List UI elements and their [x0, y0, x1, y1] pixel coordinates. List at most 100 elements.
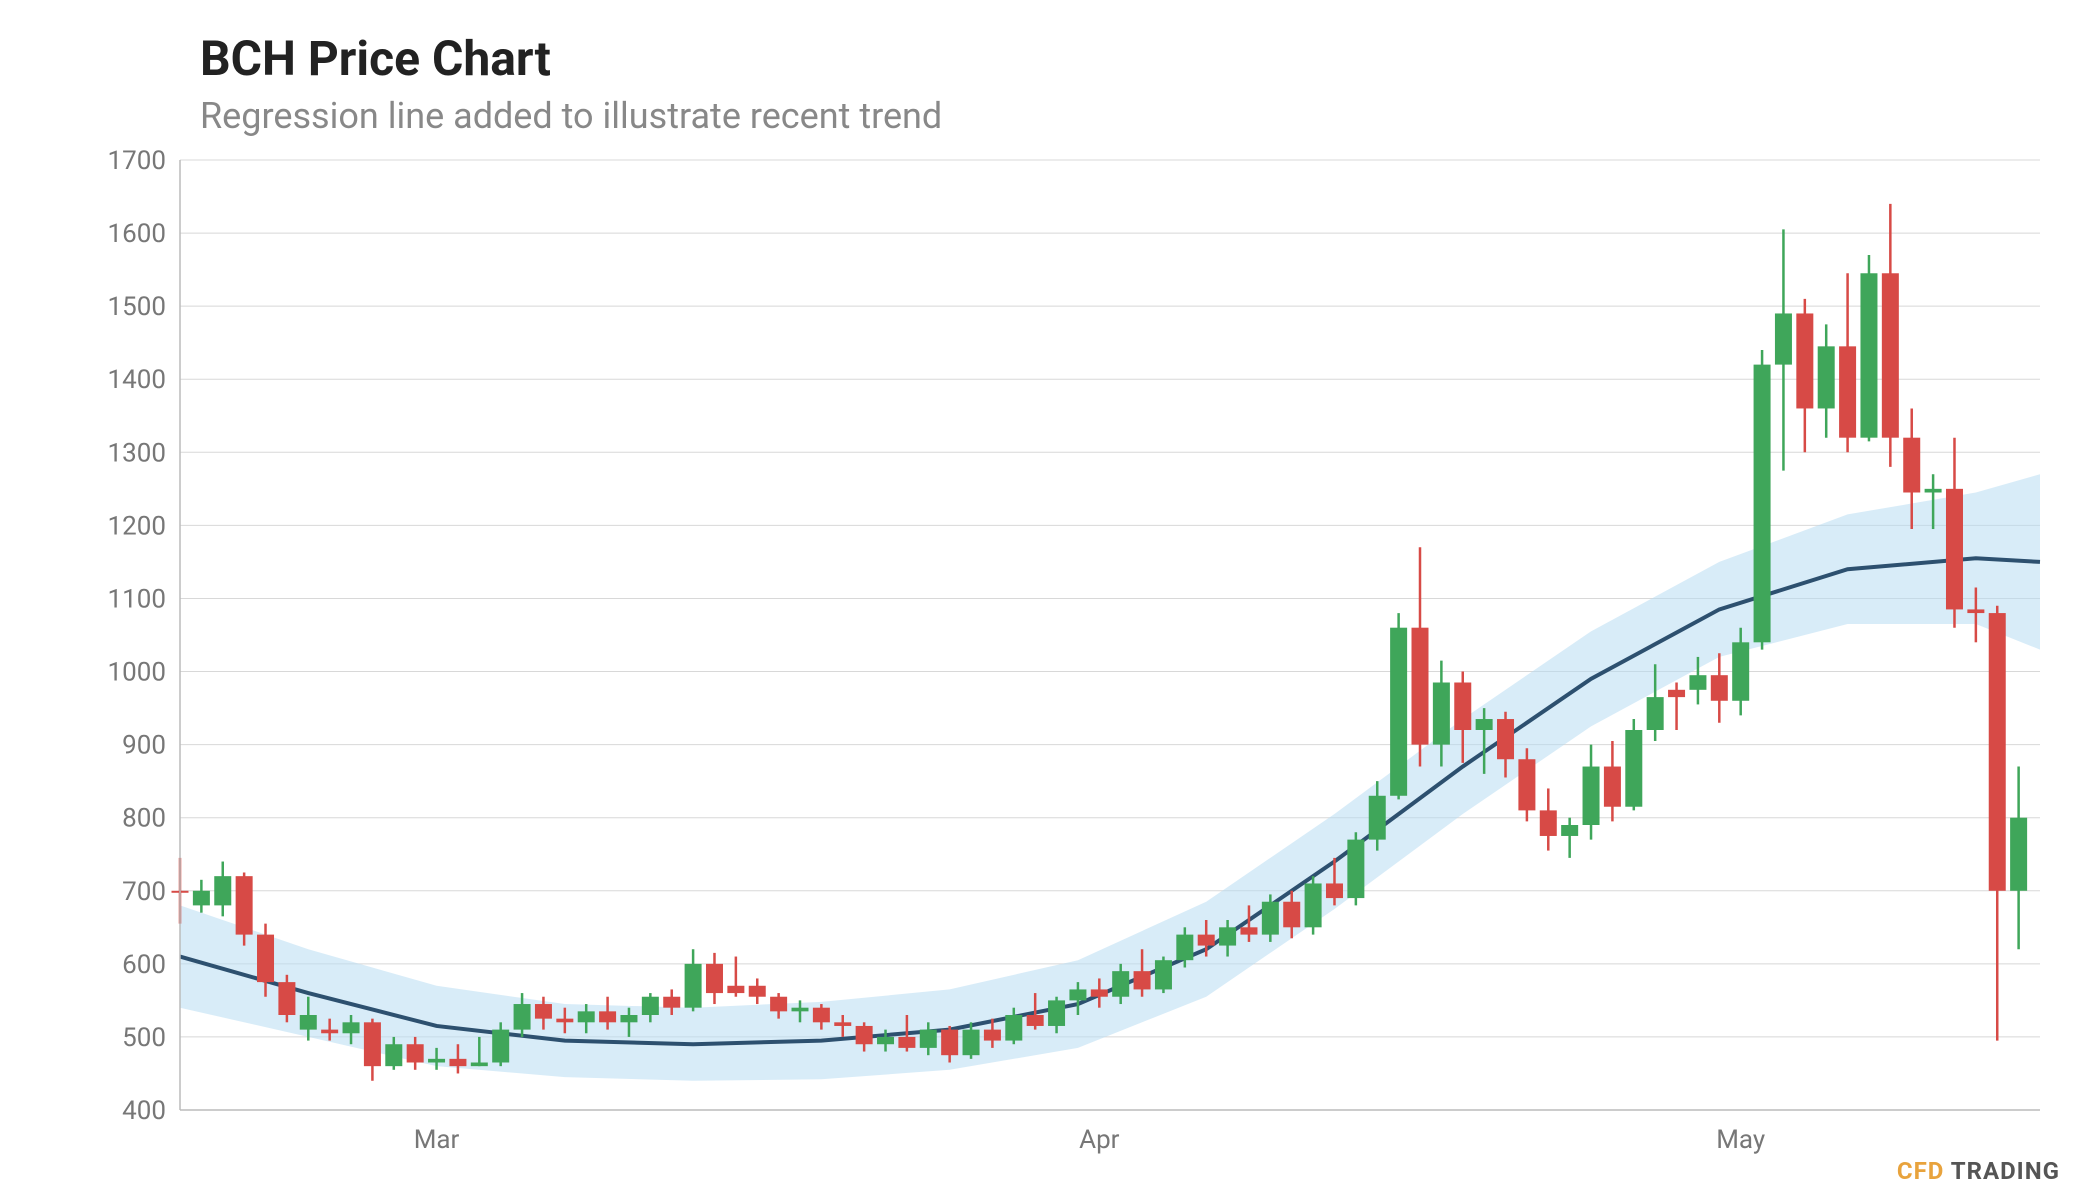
candle [1946, 489, 1963, 610]
candle [1647, 697, 1664, 730]
candle [1518, 759, 1535, 810]
price-chart-svg: 400 500 600 700 800 900 1000 1100 1200 1300 1400 15… [0, 0, 2100, 1200]
candle [321, 1030, 338, 1034]
candle [663, 997, 680, 1008]
candle [877, 1037, 894, 1044]
candle [599, 1011, 616, 1022]
watermark: CFD TRADING [1897, 1157, 2060, 1185]
candle [813, 1008, 830, 1023]
candle [1240, 927, 1257, 934]
candle [236, 876, 253, 934]
candle [556, 1019, 573, 1023]
y-tick-label: 800 [122, 804, 166, 834]
candle [1775, 313, 1792, 364]
candle [278, 982, 295, 1015]
candle [1989, 613, 2006, 891]
candle [1283, 902, 1300, 928]
candle [428, 1059, 445, 1063]
candle [1091, 989, 1108, 996]
candle [1219, 927, 1236, 945]
candle [1198, 935, 1215, 946]
y-tick-label: 900 [122, 731, 166, 761]
candle [1540, 810, 1557, 836]
candle [343, 1022, 360, 1033]
candle [578, 1011, 595, 1022]
y-tick-label: 600 [122, 950, 166, 980]
candle [984, 1030, 1001, 1041]
candle [920, 1030, 937, 1048]
candle [685, 964, 702, 1008]
y-tick-label: 400 [122, 1096, 166, 1126]
candle [1882, 273, 1899, 437]
candle [1903, 438, 1920, 493]
candle [1754, 365, 1771, 643]
candle [1433, 683, 1450, 745]
y-tick-label: 1200 [108, 511, 166, 541]
candle [749, 986, 766, 997]
y-tick-label: 1600 [108, 219, 166, 249]
candle [2010, 818, 2027, 891]
candle [1048, 1000, 1065, 1026]
y-tick-label: 1100 [108, 584, 166, 614]
candle [1005, 1015, 1022, 1041]
candle [1305, 883, 1322, 927]
candle [963, 1030, 980, 1056]
candle [941, 1030, 958, 1056]
x-tick-label: May [1716, 1125, 1765, 1155]
watermark-trading: TRADING [1944, 1157, 2060, 1185]
candle [471, 1063, 488, 1067]
candle [1561, 825, 1578, 836]
y-tick-label: 1500 [108, 292, 166, 322]
candle [1796, 313, 1813, 408]
candle [214, 876, 231, 905]
candle [1069, 989, 1086, 1000]
candle [364, 1022, 381, 1066]
candle [407, 1044, 424, 1062]
candle [1497, 719, 1514, 759]
y-tick-label: 700 [122, 877, 166, 907]
candle [257, 935, 274, 983]
candle [1925, 489, 1942, 493]
candle [1326, 883, 1343, 898]
candle [856, 1026, 873, 1044]
candle [1112, 971, 1129, 997]
candle [1732, 642, 1749, 700]
candle [727, 986, 744, 993]
candle [1967, 609, 1984, 613]
candle [1027, 1015, 1044, 1026]
y-tick-label: 1300 [108, 438, 166, 468]
candle [1625, 730, 1642, 807]
candle [706, 964, 723, 993]
candle [492, 1030, 509, 1063]
x-tick-label: Apr [1079, 1125, 1120, 1155]
y-tick-label: 1000 [108, 658, 166, 688]
candle [898, 1037, 915, 1048]
y-tick-label: 1700 [108, 146, 166, 176]
candle [1668, 690, 1685, 697]
candle [1262, 902, 1279, 935]
candle [1155, 960, 1172, 989]
chart-container: { "chart": { "type": "candlestick-with-r… [0, 0, 2100, 1200]
candle [449, 1059, 466, 1066]
candle [535, 1004, 552, 1019]
candle [300, 1015, 317, 1030]
candle [1369, 796, 1386, 840]
candle [792, 1008, 809, 1012]
candle [514, 1004, 531, 1030]
candle [1604, 767, 1621, 807]
candle [1347, 840, 1364, 898]
y-tick-label: 1400 [108, 365, 166, 395]
candle [1454, 683, 1471, 731]
candle [1860, 273, 1877, 437]
candle [620, 1015, 637, 1022]
candle [642, 997, 659, 1015]
candle [1476, 719, 1493, 730]
x-tick-label: Mar [414, 1125, 460, 1155]
candle [1134, 971, 1151, 989]
candle [1818, 346, 1835, 408]
y-tick-label: 500 [122, 1023, 166, 1053]
candle [1711, 675, 1728, 701]
candle [1583, 767, 1600, 825]
candle [834, 1022, 851, 1026]
candle [1689, 675, 1706, 690]
